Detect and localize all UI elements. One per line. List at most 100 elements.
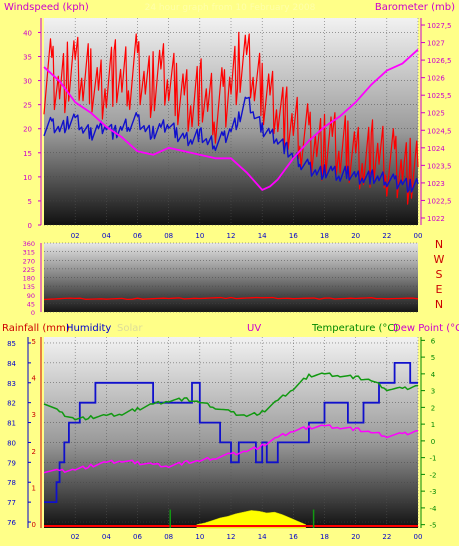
humidity-x-tick-label: 02 (71, 533, 80, 541)
barometer-tick-label: 1023,5 (427, 162, 452, 170)
humidity-x-tick-label: 16 (289, 533, 298, 541)
direction-tick-label: 0 (31, 309, 35, 317)
legend-uv: UV (247, 323, 261, 334)
direction-tick-label: 45 (27, 300, 35, 308)
direction-tick-label: 180 (23, 275, 35, 283)
wind-x-tick-label: 16 (289, 232, 298, 240)
series-uv-area (196, 510, 307, 529)
temp-tick-label: 1 (431, 421, 435, 429)
wind-x-tick-label: 20 (351, 232, 360, 240)
series-barometer (43, 48, 419, 191)
header-left-label: Windspeed (kph) (4, 2, 89, 13)
humidity-x-tick-label: 04 (102, 533, 111, 541)
temp-tick-label: -3 (430, 488, 437, 496)
direction-tick-label: 90 (27, 292, 35, 300)
barometer-tick-label: 1024,5 (427, 127, 452, 135)
rain-tick-label: 0 (32, 521, 36, 529)
rain-tick-label: 2 (32, 448, 36, 456)
direction-letter: S (436, 268, 443, 281)
series-lines (43, 31, 419, 529)
humidity-tick-label: 77 (7, 499, 16, 507)
wind-x-tick-label: 10 (195, 232, 204, 240)
humidity-tick-label: 81 (7, 420, 16, 428)
barometer-tick-label: 1027,5 (427, 22, 452, 30)
temp-tick-label: 6 (431, 337, 436, 345)
direction-letter: E (436, 283, 443, 296)
humidity-tick-label: 83 (7, 380, 16, 388)
temp-tick-label: 3 (431, 388, 435, 396)
rain-tick-label: 1 (32, 484, 36, 492)
chart-title: 24 hour graph from 10 February 2008 (145, 3, 316, 13)
humidity-x-tick-label: 12 (227, 533, 236, 541)
temp-tick-label: 4 (431, 371, 436, 379)
humidity-tick-label: 85 (7, 340, 16, 348)
humidity-tick-label: 78 (7, 479, 16, 487)
wind-x-tick-label: 12 (227, 232, 236, 240)
temp-tick-label: 2 (431, 404, 435, 412)
series-windspeed-avg (43, 96, 419, 193)
wind-x-tick-label: 02 (71, 232, 80, 240)
direction-letter: N (435, 238, 443, 251)
barometer-tick-label: 1027 (427, 40, 445, 48)
wind-tick-label: 20 (23, 126, 32, 134)
legend-humidity: Humidity (66, 323, 111, 334)
barometer-tick-label: 1026 (427, 75, 445, 83)
humidity-x-tick-label: 00 (414, 533, 423, 541)
temp-tick-label: 5 (431, 354, 435, 362)
series-dewpoint (43, 424, 419, 474)
barometer-tick-label: 1022 (427, 215, 445, 223)
humidity-tick-label: 80 (7, 439, 16, 447)
wind-x-tick-label: 00 (414, 232, 423, 240)
wind-tick-label: 15 (23, 150, 32, 158)
direction-tick-label: 360 (23, 240, 35, 248)
series-temperature (43, 372, 419, 421)
temp-tick-label: -5 (430, 522, 437, 530)
temp-tick-label: 0 (431, 438, 435, 446)
direction-letter: W (434, 253, 445, 266)
wind-x-tick-label: 18 (320, 232, 329, 240)
rain-tick-label: 5 (32, 338, 36, 346)
wind-tick-label: 30 (23, 78, 32, 86)
humidity-x-tick-label: 18 (320, 533, 329, 541)
barometer-tick-label: 1024 (427, 145, 445, 153)
barometer-tick-label: 1025 (427, 110, 445, 118)
legend-dewpoint: Dew Point (°C) (393, 323, 459, 334)
direction-letter: N (435, 298, 443, 311)
series-humidity (44, 361, 418, 504)
legend-rainfall: Rainfall (mm) (2, 323, 70, 334)
barometer-tick-label: 1026,5 (427, 57, 452, 65)
wind-x-tick-label: 08 (164, 232, 173, 240)
humidity-x-tick-label: 10 (195, 533, 204, 541)
humidity-x-tick-label: 06 (133, 533, 142, 541)
temp-tick-label: -1 (430, 455, 437, 463)
barometer-tick-label: 1023 (427, 180, 445, 188)
wind-tick-label: 40 (23, 29, 32, 37)
direction-tick-label: 270 (23, 257, 35, 265)
series-wind-direction (43, 296, 419, 301)
humidity-tick-label: 79 (7, 459, 16, 467)
direction-tick-label: 135 (23, 283, 35, 291)
wind-tick-label: 0 (28, 222, 32, 230)
barometer-tick-label: 1022,5 (427, 197, 452, 205)
barometer-tick-label: 1025,5 (427, 92, 452, 100)
wind-tick-label: 25 (23, 102, 32, 110)
legend-temperature: Temperature (°C) (311, 323, 398, 334)
wind-tick-label: 10 (23, 174, 32, 182)
humidity-x-tick-label: 14 (258, 533, 267, 541)
wind-x-tick-label: 22 (382, 232, 391, 240)
wind-x-tick-label: 14 (258, 232, 267, 240)
humidity-x-tick-label: 20 (351, 533, 360, 541)
humidity-tick-label: 82 (7, 400, 16, 408)
temp-tick-label: -4 (430, 505, 438, 513)
rain-tick-label: 4 (32, 375, 37, 383)
humidity-tick-label: 76 (7, 519, 16, 527)
direction-tick-label: 225 (23, 266, 35, 274)
legend-solar: Solar (117, 323, 143, 334)
axis-ticks: 051015202530354010221022,510231023,51024… (7, 18, 452, 541)
wind-x-tick-label: 06 (133, 232, 142, 240)
rain-tick-label: 3 (32, 411, 36, 419)
wind-x-tick-label: 04 (102, 232, 111, 240)
